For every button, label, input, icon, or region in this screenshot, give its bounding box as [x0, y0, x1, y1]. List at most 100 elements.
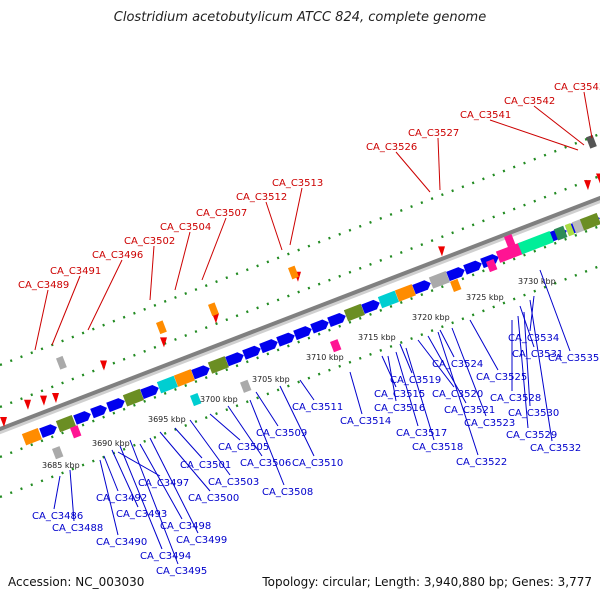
gene-box	[207, 302, 219, 317]
leader-line	[34, 289, 49, 351]
leader-line	[289, 187, 303, 246]
gene-label-upper: CA_C3542	[504, 96, 555, 107]
gene-box	[579, 212, 600, 231]
leader-line	[489, 119, 579, 151]
leader-line	[381, 355, 397, 388]
gene-reverse	[212, 313, 219, 324]
leader-line	[265, 201, 283, 251]
gene-label-lower: CA_C3523	[464, 418, 515, 429]
gene-box	[156, 375, 178, 394]
gene-box	[330, 339, 342, 353]
gene-box	[21, 428, 43, 446]
gene-layer	[0, 134, 600, 460]
leader-line	[451, 327, 487, 417]
leader-line	[299, 379, 315, 401]
leader-line	[529, 299, 553, 442]
gene-label-upper: CA_C3526	[366, 142, 417, 153]
gene-reverse	[160, 337, 167, 348]
leader-line	[189, 419, 231, 476]
gene-label-lower: CA_C3510	[292, 458, 343, 469]
leader-line	[119, 445, 163, 550]
gene-box	[69, 425, 82, 439]
gene-box	[450, 278, 462, 293]
leader-line	[51, 275, 81, 346]
gene-label-lower: CA_C3490	[96, 537, 147, 548]
leader-line	[395, 151, 431, 193]
gene-label-upper: CA_C3543	[554, 82, 600, 93]
topology-text: Topology: circular; Length: 3,940,880 bp…	[262, 575, 592, 589]
label-layer: CA_C3489 CA_C3491 CA_C3496 CA_C3502 CA_C3504…	[18, 82, 600, 577]
gene-forward	[207, 356, 229, 374]
leader-line	[427, 335, 467, 404]
leader-line	[149, 437, 199, 534]
gene-forward	[156, 375, 178, 394]
gene-label-upper: CA_C3491	[50, 266, 101, 277]
gene-label-lower: CA_C3524	[432, 359, 483, 370]
leader-line	[437, 137, 441, 191]
tick-label: 3730 kbp	[518, 277, 556, 286]
gene-arrow	[191, 365, 210, 380]
gene-label-lower: CA_C3519	[390, 375, 441, 386]
gene-arrow	[276, 332, 295, 347]
leader-line	[87, 259, 123, 331]
gene-box	[504, 234, 516, 248]
leader-line	[117, 451, 161, 477]
gene-label-lower: CA_C3499	[176, 535, 227, 546]
gene-label-lower: CA_C3534	[508, 333, 559, 344]
leader-line	[539, 269, 571, 352]
gene-arrow	[73, 411, 91, 425]
leader-line	[249, 399, 285, 486]
leader-line	[103, 455, 119, 492]
gene-forward	[242, 345, 261, 360]
gene-label-lower: CA_C3505	[218, 442, 269, 453]
gene-forward	[377, 290, 399, 309]
gene-label-lower: CA_C3492	[96, 493, 147, 504]
gene-forward	[517, 230, 554, 255]
gene-box	[156, 320, 167, 335]
gene-arrow	[293, 326, 312, 341]
gene-label-lower: CA_C3514	[340, 416, 391, 427]
gene-label-lower: CA_C3532	[530, 443, 581, 454]
gene-label-lower: CA_C3535	[548, 353, 599, 364]
tick-label: 3725 kbp	[466, 293, 504, 302]
gene-forward	[463, 260, 482, 275]
gene-arrow	[463, 260, 482, 275]
gene-arrow	[242, 345, 261, 360]
gene-label-lower: CA_C3498	[160, 521, 211, 532]
gene-box	[377, 290, 399, 309]
gene-label-lower: CA_C3516	[374, 403, 425, 414]
gene-box	[394, 284, 416, 302]
leader-line	[111, 449, 139, 508]
gene-label-lower: CA_C3503	[208, 477, 259, 488]
leader-line	[174, 427, 203, 459]
gene-reverse	[0, 417, 7, 427]
gene-label-lower: CA_C3488	[52, 523, 103, 534]
gene-forward	[327, 312, 346, 328]
leader-line	[174, 231, 191, 291]
leader-line	[227, 405, 263, 457]
leader-line	[395, 351, 419, 427]
gene-label-lower: CA_C3493	[116, 509, 167, 520]
leader-line	[69, 469, 75, 522]
leader-line	[209, 413, 241, 441]
gene-label-lower: CA_C3529	[506, 430, 557, 441]
gene-box	[52, 446, 64, 460]
gene-arrow	[90, 404, 107, 419]
tick-label: 3685 kbp	[42, 461, 80, 470]
gene-arrow	[310, 319, 329, 334]
leader-line	[583, 91, 593, 139]
leader-line	[437, 331, 479, 456]
gene-arrow	[327, 312, 346, 328]
gene-label-lower: CA_C3506	[240, 458, 291, 469]
tick-label: 3705 kbp	[252, 375, 290, 384]
gene-arrow	[225, 352, 244, 367]
gene-label-lower: CA_C3517	[396, 428, 447, 439]
gene-forward	[73, 411, 91, 425]
gene-label-lower: CA_C3528	[490, 393, 541, 404]
gene-forward	[276, 332, 295, 347]
gene-forward	[191, 365, 210, 380]
gene-label-upper: CA_C3507	[196, 208, 247, 219]
gene-label-lower: CA_C3515	[374, 389, 425, 400]
gene-label-lower: CA_C3531	[512, 349, 563, 360]
